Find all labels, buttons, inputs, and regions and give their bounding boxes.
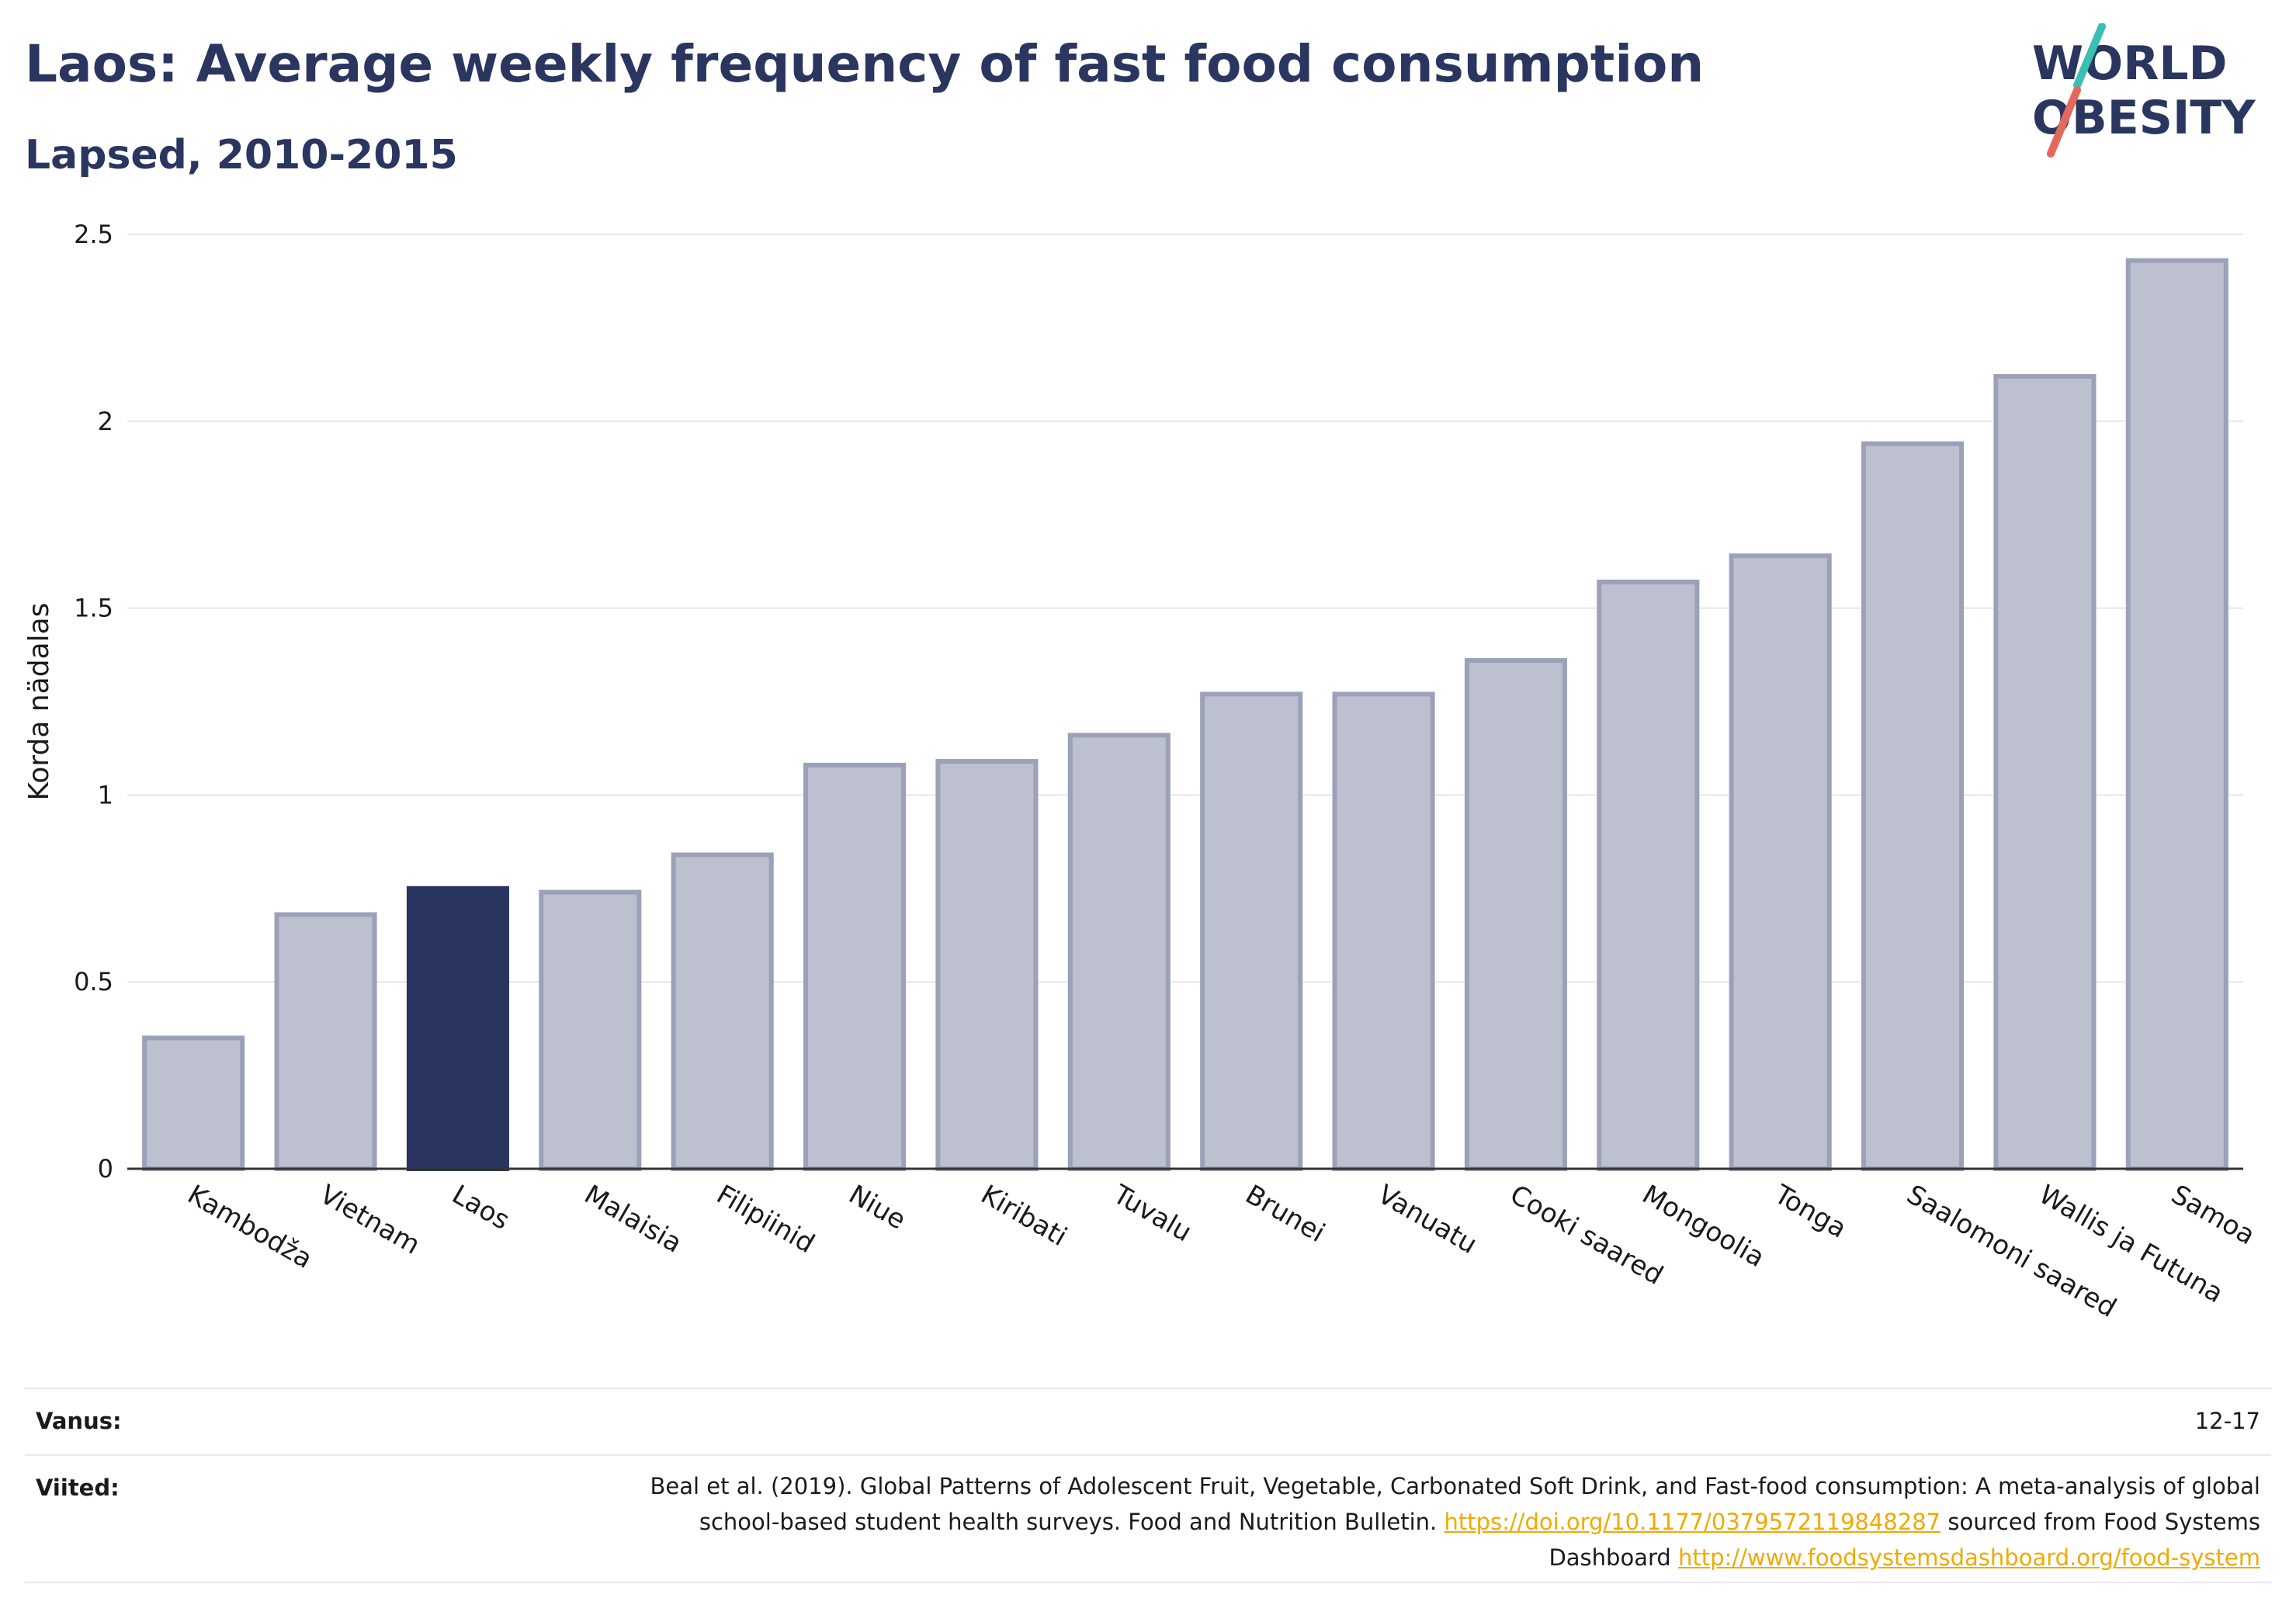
bar[interactable]: [1332, 691, 1435, 1171]
reference-text-1: Beal et al. (2019). Global Patterns of A…: [650, 1473, 2260, 1535]
bar[interactable]: [1597, 579, 1700, 1171]
bar[interactable]: [2125, 258, 2228, 1171]
bar[interactable]: [935, 759, 1039, 1171]
x-tick-label: Tuvalu: [1107, 1179, 1196, 1249]
x-tick-label: Tonga: [1768, 1179, 1851, 1245]
x-tick-label: Samoa: [2166, 1179, 2260, 1251]
footer-age-row: Vanus: 12-17: [25, 1389, 2271, 1454]
world-obesity-logo: WORLD OBESITY: [2032, 23, 2256, 158]
x-tick-label: Saalomoni saared: [1902, 1179, 2122, 1324]
y-tick-label: 2.5: [74, 220, 113, 249]
x-tick-label: Brunei: [1240, 1179, 1330, 1249]
reference-doi-link[interactable]: https://doi.org/10.1177/0379572119848287: [1444, 1509, 1941, 1535]
y-tick-label: 0: [98, 1154, 113, 1184]
x-tick-label: Laos: [446, 1179, 515, 1236]
x-tick-label: Vietnam: [314, 1179, 425, 1261]
y-tick-label: 1.5: [74, 594, 113, 623]
references-text: Beal et al. (2019). Global Patterns of A…: [630, 1468, 2260, 1575]
bar[interactable]: [142, 1035, 245, 1171]
y-axis-title: Korda nädalas: [23, 603, 55, 801]
x-tick-label: Filipiinid: [711, 1179, 820, 1260]
x-tick-label: Niue: [844, 1179, 911, 1236]
bar[interactable]: [1729, 553, 1832, 1171]
bar-highlighted[interactable]: [406, 886, 509, 1172]
reference-dashboard-link[interactable]: http://www.foodsystemsdashboard.org/food…: [1678, 1544, 2260, 1571]
x-tick-label: Kambodža: [182, 1179, 317, 1275]
y-tick-label: 1: [98, 780, 113, 809]
footer-separator-top: [25, 1388, 2271, 1389]
y-tick-label: 2: [98, 407, 113, 436]
logo-line1: WORLD: [2032, 36, 2227, 91]
references-label: Viited:: [36, 1475, 120, 1501]
bar[interactable]: [1993, 374, 2097, 1171]
bar[interactable]: [1200, 691, 1303, 1171]
x-tick-label: Vanuatu: [1372, 1179, 1482, 1260]
bar[interactable]: [1464, 658, 1567, 1171]
logo-slash-red: [2047, 86, 2081, 158]
footer-separator-bottom: [25, 1582, 2271, 1583]
bars: [142, 258, 2228, 1172]
age-label: Vanus:: [36, 1408, 122, 1434]
footer-separator-mid: [25, 1454, 2271, 1456]
x-tick-label: Kiribati: [976, 1179, 1072, 1253]
bar[interactable]: [274, 912, 377, 1171]
bar[interactable]: [1067, 733, 1171, 1171]
chart-subtitle: Lapsed, 2010-2015: [25, 132, 458, 178]
bar[interactable]: [539, 889, 642, 1171]
logo-slash-teal: [2073, 23, 2106, 89]
reference-text-2: sourced from Food Systems Dashboard: [1549, 1509, 2260, 1571]
x-tick-label: Malaisia: [579, 1179, 687, 1260]
y-axis-ticks: 0 0.5 1 1.5 2 2.5: [74, 220, 113, 1184]
bar[interactable]: [803, 762, 907, 1171]
footer-references-row: Viited: Beal et al. (2019). Global Patte…: [25, 1456, 2271, 1580]
chart-title: Laos: Average weekly frequency of fast f…: [25, 34, 1705, 94]
bar[interactable]: [1861, 441, 1965, 1171]
bar[interactable]: [671, 852, 774, 1172]
age-value: 12-17: [2194, 1408, 2260, 1434]
y-tick-label: 0.5: [74, 967, 113, 996]
